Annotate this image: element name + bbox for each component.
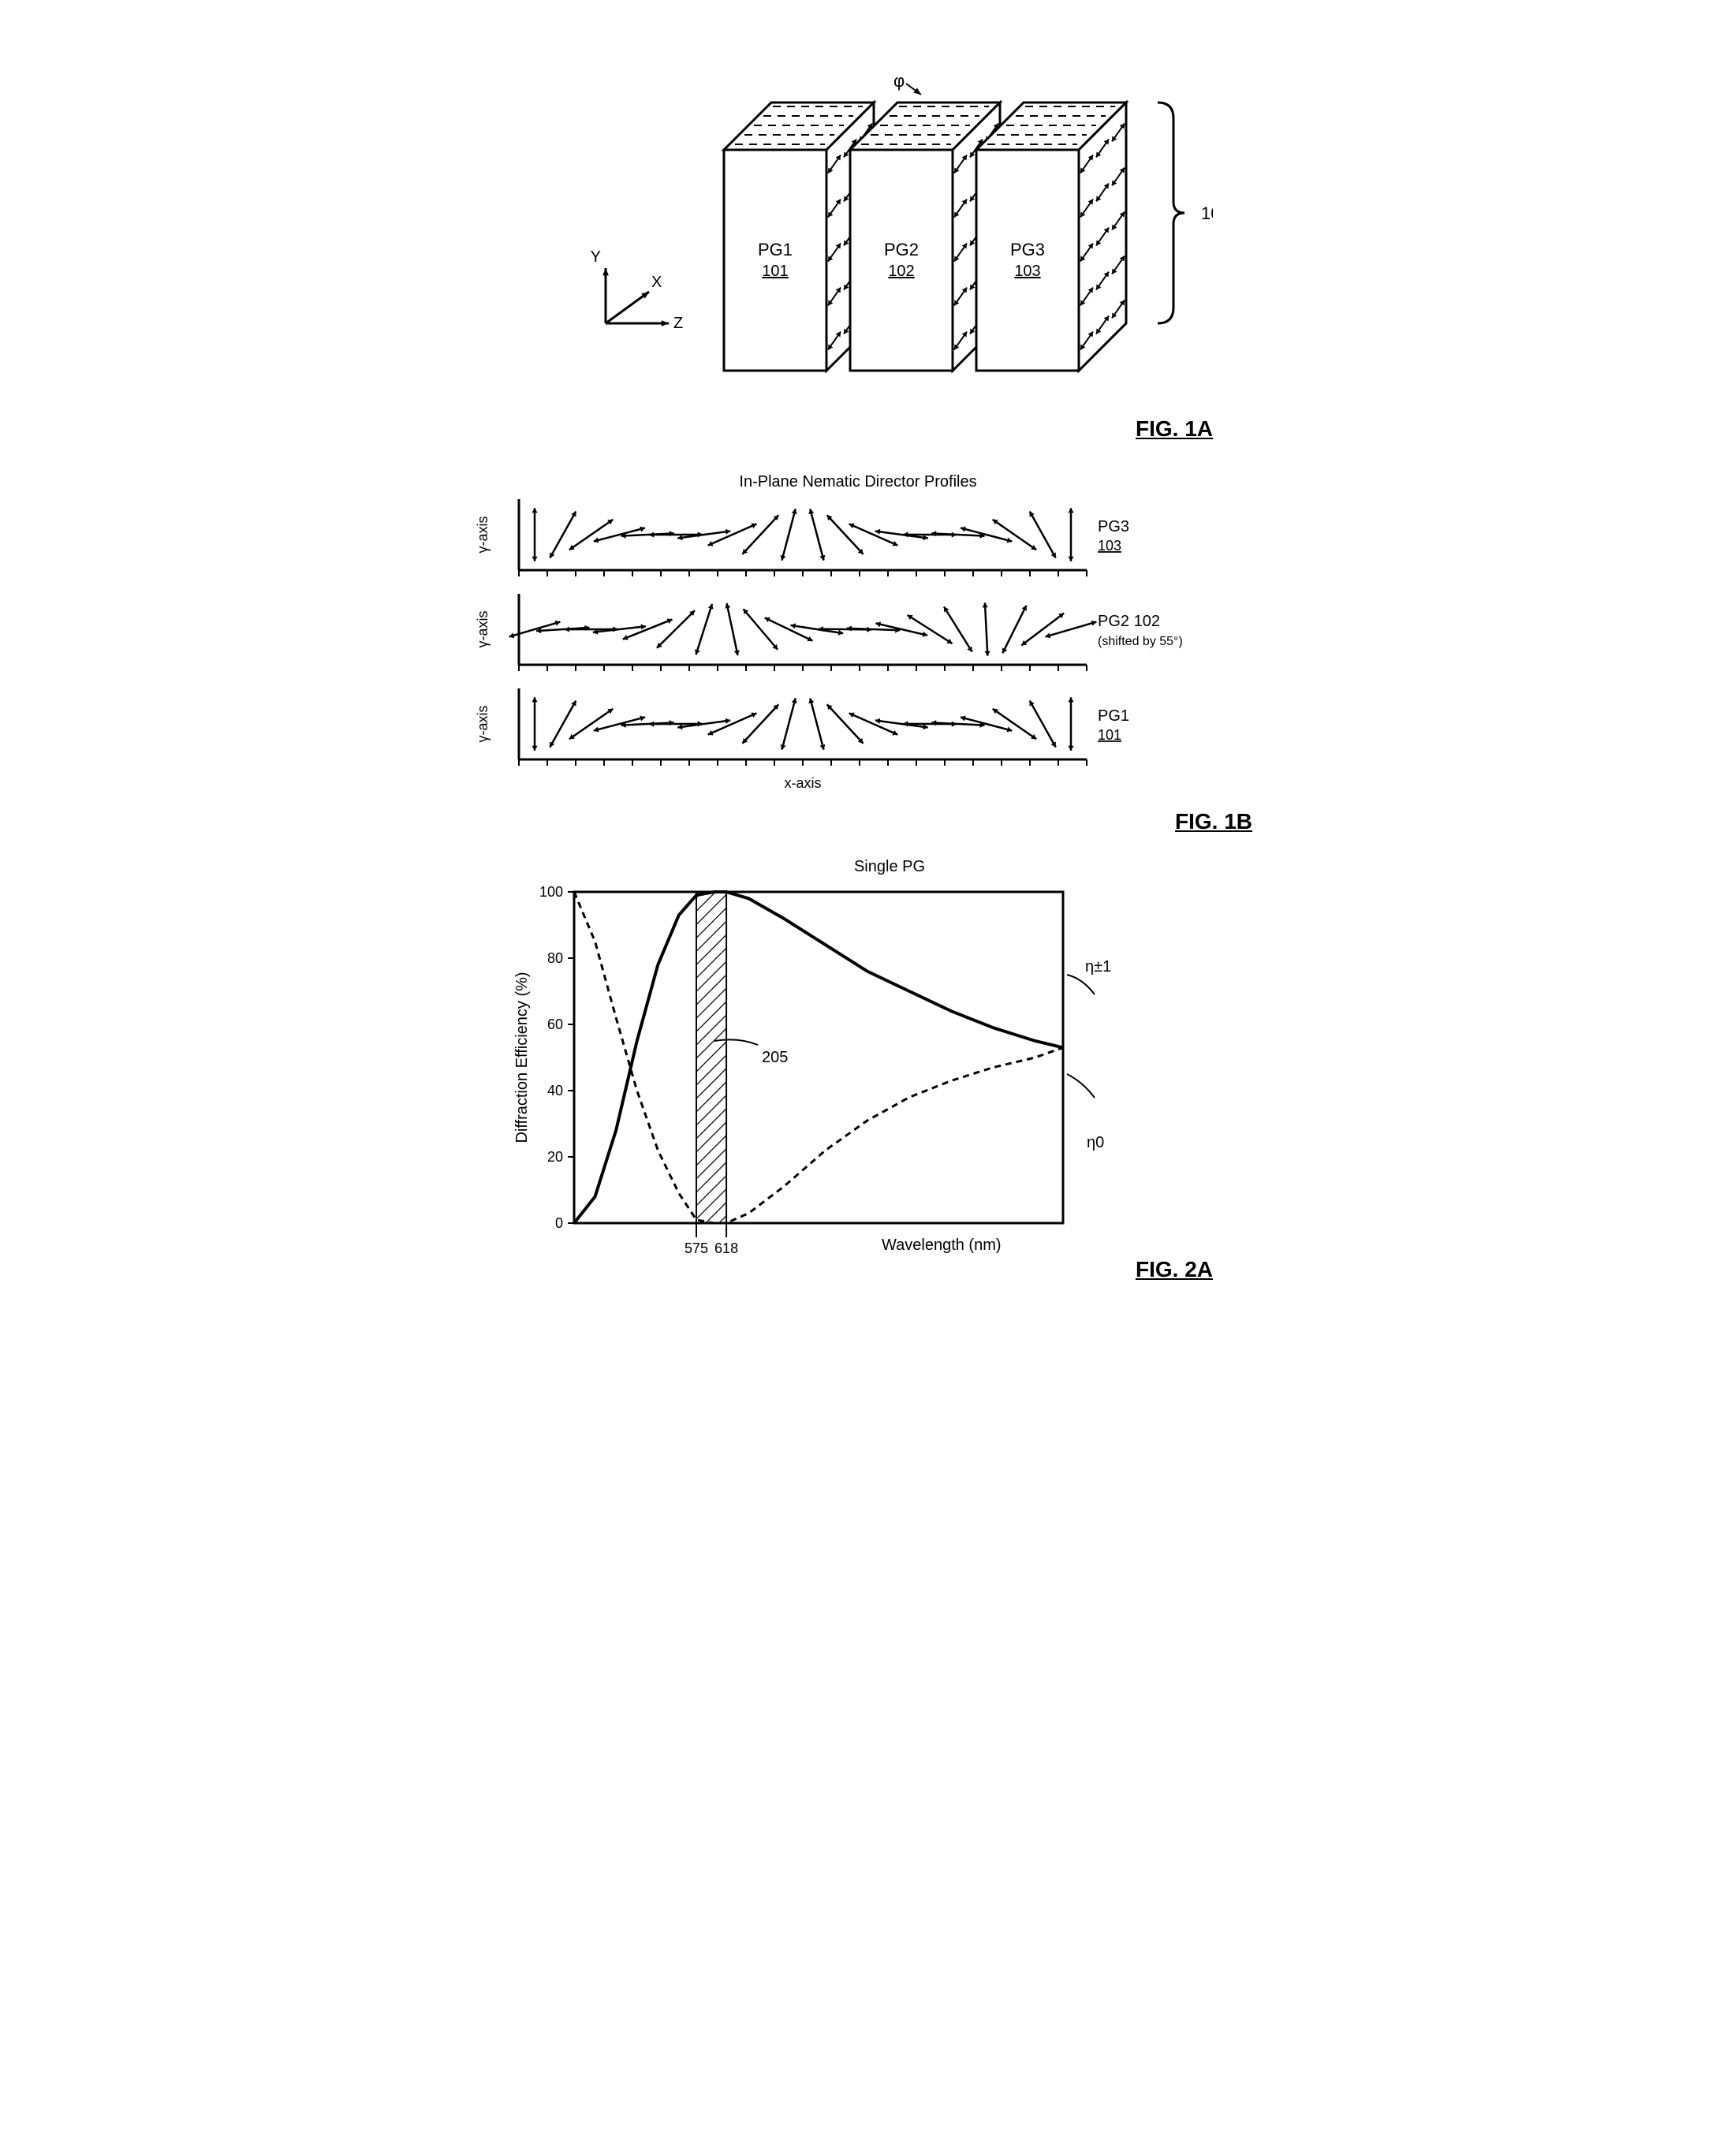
svg-text:PG1: PG1 (758, 240, 793, 259)
svg-text:60: 60 (547, 1016, 563, 1032)
fig1b-label: FIG. 1B (1175, 809, 1252, 834)
svg-text:80: 80 (547, 950, 563, 966)
svg-text:20: 20 (547, 1149, 563, 1165)
svg-text:103: 103 (1098, 538, 1121, 554)
fig1b-title: In-Plane Nematic Director Profiles (464, 473, 1252, 491)
svg-text:X: X (651, 274, 662, 291)
svg-text:Diffraction Efficiency (%): Diffraction Efficiency (%) (513, 972, 531, 1143)
svg-text:103: 103 (1014, 263, 1040, 280)
fig2a-title: Single PG (566, 858, 1213, 876)
svg-text:575: 575 (685, 1240, 708, 1256)
fig2a-svg: 0 20 40 60 80 100 Diffraction Efficiency (%) η±… (503, 876, 1213, 1286)
svg-text:Z: Z (673, 315, 683, 332)
svg-text:φ: φ (893, 71, 905, 91)
svg-text:γ-axis: γ-axis (475, 705, 491, 742)
svg-text:PG2: PG2 (884, 240, 919, 259)
fig1a-wrap: PG1 101 PG2 102 PG3 103 φ 105 Y X Z FIG. 1A (503, 32, 1213, 442)
svg-text:PG3: PG3 (1098, 518, 1129, 535)
fig2a-label: FIG. 2A (1136, 1257, 1213, 1282)
svg-text:η0: η0 (1087, 1134, 1104, 1151)
series-eta_pm1 (574, 892, 1063, 1223)
svg-text:Y: Y (591, 248, 601, 266)
svg-text:102: 102 (888, 263, 914, 280)
svg-text:γ-axis: γ-axis (475, 610, 491, 647)
svg-text:101: 101 (762, 263, 788, 280)
svg-text:Wavelength (nm): Wavelength (nm) (882, 1237, 1002, 1254)
fig1b-svg: γ-axis PG3 103 γ-axis PG2 102 (shifted by 55°… (464, 491, 1252, 822)
svg-text:PG2 102: PG2 102 (1098, 613, 1160, 630)
svg-text:PG1: PG1 (1098, 707, 1129, 725)
fig1a-svg: PG1 101 PG2 102 PG3 103 φ 105 Y X Z (503, 32, 1213, 442)
svg-text:η±1: η±1 (1085, 958, 1111, 975)
fig2a-wrap: Single PG 0 20 40 60 80 100 Diffraction Effici… (503, 858, 1213, 1290)
svg-text:(shifted by 55°): (shifted by 55°) (1098, 635, 1183, 648)
svg-text:101: 101 (1098, 727, 1121, 743)
svg-text:PG3: PG3 (1010, 240, 1045, 259)
svg-text:105: 105 (1201, 203, 1213, 223)
svg-text:x-axis: x-axis (784, 775, 821, 791)
svg-text:γ-axis: γ-axis (475, 516, 491, 553)
svg-text:40: 40 (547, 1083, 563, 1099)
svg-text:100: 100 (539, 884, 563, 900)
svg-text:618: 618 (714, 1240, 738, 1256)
svg-text:0: 0 (555, 1215, 563, 1231)
fig1a-label: FIG. 1A (1136, 416, 1213, 442)
svg-text:205: 205 (762, 1049, 788, 1066)
fig1b-wrap: In-Plane Nematic Director Profiles γ-axi… (464, 473, 1252, 826)
